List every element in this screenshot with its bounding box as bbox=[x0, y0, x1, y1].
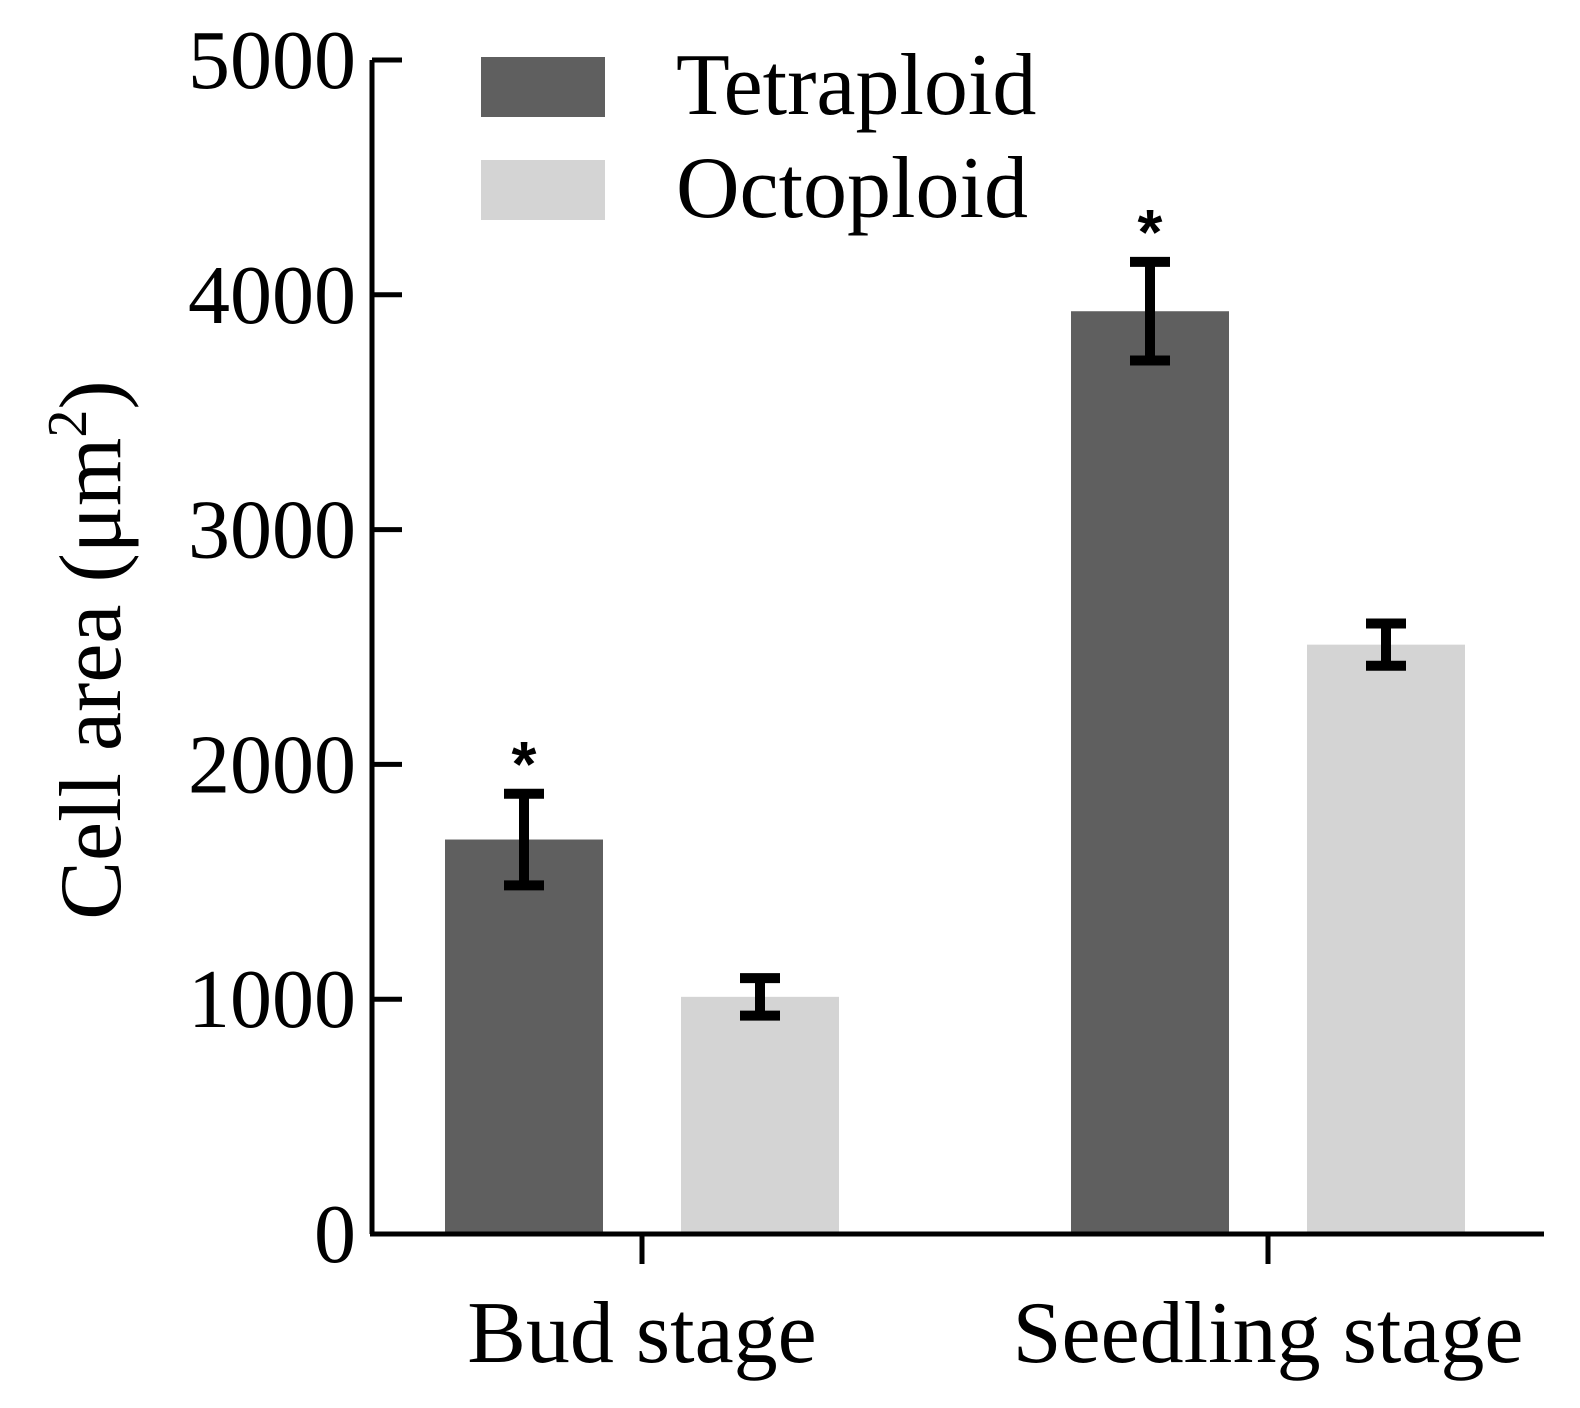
y-tick-label: 2000 bbox=[188, 718, 356, 811]
y-axis-label: Cell area (μm2) bbox=[37, 380, 140, 919]
bar-tetraploid-1 bbox=[445, 839, 603, 1234]
significance-layer: ** bbox=[512, 196, 1163, 800]
bar-octoploid-2 bbox=[1307, 644, 1465, 1234]
legend-swatch-tetraploid bbox=[481, 57, 605, 117]
x-tick-label: Bud stage bbox=[467, 1285, 817, 1382]
y-tick-label: 5000 bbox=[188, 14, 356, 107]
y-tick-label: 3000 bbox=[188, 484, 356, 577]
bar-tetraploid-2 bbox=[1071, 311, 1229, 1235]
y-tick-label: 1000 bbox=[188, 953, 356, 1046]
x-tick-label: Seedling stage bbox=[1013, 1285, 1524, 1382]
y-ticks: 0 1000 2000 3000 4000 5000 bbox=[188, 14, 402, 1281]
legend-swatch-octoploid bbox=[481, 160, 605, 220]
x-ticks: Bud stage Seedling stage bbox=[467, 1234, 1523, 1382]
bar-octoploid-1 bbox=[681, 996, 839, 1234]
bars-layer bbox=[445, 311, 1465, 1235]
error-bars-layer bbox=[504, 256, 1406, 1021]
legend-label-tetraploid: Tetraploid bbox=[676, 37, 1036, 134]
y-tick-label: 4000 bbox=[188, 249, 356, 342]
significance-marker: * bbox=[1138, 196, 1163, 268]
y-tick-label: 0 bbox=[314, 1188, 356, 1281]
legend-label-octoploid: Octoploid bbox=[676, 140, 1028, 237]
significance-marker: * bbox=[512, 728, 537, 800]
